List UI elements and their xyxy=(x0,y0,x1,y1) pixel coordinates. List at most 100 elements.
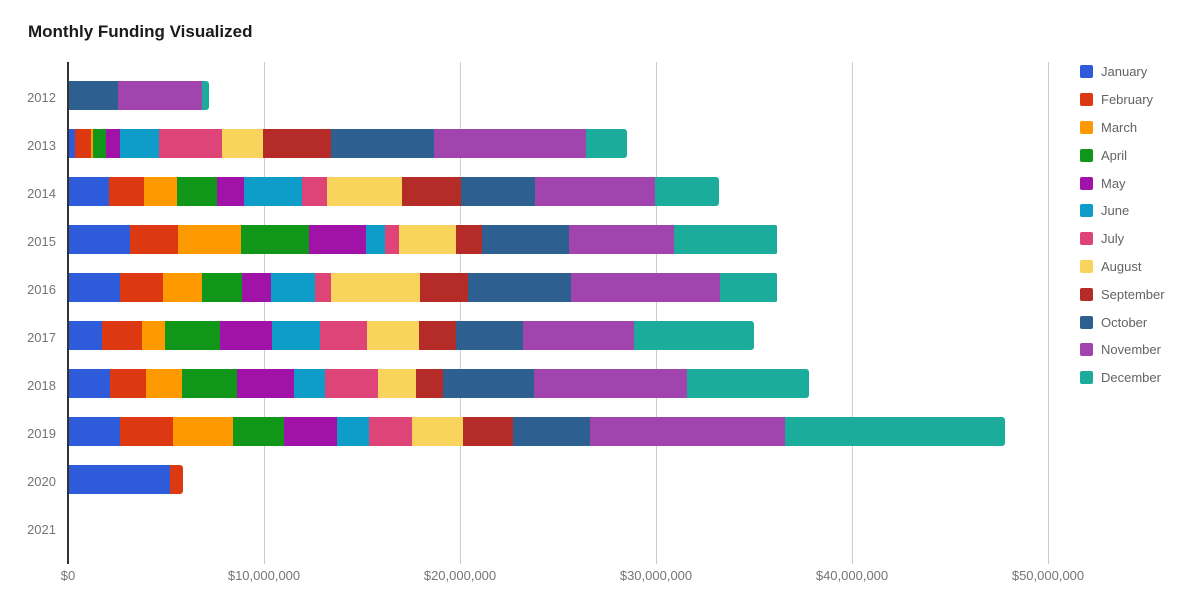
bar-2016[interactable] xyxy=(69,273,778,302)
bar-segment-2013-april[interactable] xyxy=(93,129,107,158)
bar-segment-2017-march[interactable] xyxy=(142,321,166,350)
bar-segment-2016-september[interactable] xyxy=(419,273,468,302)
bar-segment-2018-august[interactable] xyxy=(377,369,416,398)
bar-segment-2017-january[interactable] xyxy=(69,321,103,350)
bar-segment-2016-march[interactable] xyxy=(163,273,203,302)
bar-segment-2014-december[interactable] xyxy=(654,177,719,206)
bar-segment-2014-august[interactable] xyxy=(326,177,403,206)
bar-segment-2012-december[interactable] xyxy=(202,81,210,110)
bar-segment-2019-september[interactable] xyxy=(462,417,513,446)
bar-segment-2019-april[interactable] xyxy=(232,417,284,446)
bar-segment-2015-november[interactable] xyxy=(568,225,674,254)
bar-segment-2016-july[interactable] xyxy=(314,273,331,302)
bar-segment-2015-february[interactable] xyxy=(129,225,178,254)
bar-segment-2019-june[interactable] xyxy=(337,417,369,446)
bar-segment-2020-january[interactable] xyxy=(69,465,170,494)
bar-segment-2018-april[interactable] xyxy=(181,369,237,398)
bar-segment-2018-january[interactable] xyxy=(69,369,111,398)
bar-segment-2019-october[interactable] xyxy=(512,417,591,446)
bar-segment-2016-january[interactable] xyxy=(69,273,120,302)
bar-segment-2013-june[interactable] xyxy=(119,129,160,158)
bar-segment-2018-october[interactable] xyxy=(443,369,535,398)
bar-segment-2019-july[interactable] xyxy=(368,417,412,446)
bar-segment-2014-january[interactable] xyxy=(69,177,110,206)
bar-segment-2016-november[interactable] xyxy=(570,273,720,302)
bar-segment-2015-april[interactable] xyxy=(241,225,310,254)
bar-segment-2019-august[interactable] xyxy=(411,417,463,446)
bar-segment-2015-august[interactable] xyxy=(399,225,457,254)
bar-segment-2017-december[interactable] xyxy=(634,321,754,350)
bar-segment-2019-may[interactable] xyxy=(283,417,338,446)
bar-segment-2016-august[interactable] xyxy=(330,273,420,302)
bar-segment-2015-december[interactable] xyxy=(673,225,778,254)
bar-2017[interactable] xyxy=(69,321,754,350)
bar-segment-2017-november[interactable] xyxy=(522,321,635,350)
bar-segment-2016-june[interactable] xyxy=(270,273,315,302)
bar-segment-2018-may[interactable] xyxy=(236,369,295,398)
bar-segment-2014-may[interactable] xyxy=(216,177,245,206)
bar-2019[interactable] xyxy=(69,417,1005,446)
bar-segment-2017-february[interactable] xyxy=(102,321,143,350)
bar-segment-2013-march[interactable] xyxy=(90,129,94,158)
bar-segment-2014-march[interactable] xyxy=(144,177,177,206)
bar-segment-2015-may[interactable] xyxy=(309,225,366,254)
bar-segment-2017-august[interactable] xyxy=(366,321,419,350)
bar-segment-2017-september[interactable] xyxy=(418,321,457,350)
bar-segment-2014-june[interactable] xyxy=(244,177,303,206)
bar-segment-2014-september[interactable] xyxy=(402,177,461,206)
bar-segment-2014-february[interactable] xyxy=(109,177,145,206)
bar-segment-2016-december[interactable] xyxy=(719,273,778,302)
bar-segment-2015-september[interactable] xyxy=(456,225,483,254)
bar-segment-2019-november[interactable] xyxy=(590,417,786,446)
bar-2015[interactable] xyxy=(69,225,778,254)
bar-2013[interactable] xyxy=(69,129,627,158)
bar-segment-2013-november[interactable] xyxy=(433,129,587,158)
bar-segment-2013-september[interactable] xyxy=(263,129,331,158)
bar-segment-2016-may[interactable] xyxy=(242,273,271,302)
bar-segment-2012-november[interactable] xyxy=(118,81,203,110)
bar-segment-2017-october[interactable] xyxy=(456,321,523,350)
bar-segment-2018-march[interactable] xyxy=(146,369,182,398)
bar-segment-2018-november[interactable] xyxy=(534,369,688,398)
bar-segment-2016-october[interactable] xyxy=(467,273,571,302)
bar-segment-2015-june[interactable] xyxy=(365,225,386,254)
bar-segment-2014-july[interactable] xyxy=(302,177,327,206)
bar-segment-2013-august[interactable] xyxy=(221,129,263,158)
bar-2020[interactable] xyxy=(69,465,183,494)
bar-segment-2018-july[interactable] xyxy=(324,369,378,398)
bar-segment-2017-may[interactable] xyxy=(219,321,272,350)
bar-segment-2015-july[interactable] xyxy=(385,225,400,254)
bar-segment-2014-april[interactable] xyxy=(176,177,217,206)
bar-segment-2013-may[interactable] xyxy=(106,129,120,158)
bar-segment-2018-february[interactable] xyxy=(110,369,147,398)
bar-segment-2013-february[interactable] xyxy=(74,129,91,158)
bar-segment-2013-october[interactable] xyxy=(330,129,434,158)
bar-segment-2014-november[interactable] xyxy=(535,177,655,206)
bar-segment-2017-june[interactable] xyxy=(271,321,320,350)
bar-segment-2013-january[interactable] xyxy=(69,129,75,158)
bar-segment-2013-july[interactable] xyxy=(159,129,222,158)
bar-segment-2016-february[interactable] xyxy=(119,273,164,302)
bar-segment-2012-october[interactable] xyxy=(69,81,118,110)
bar-segment-2015-january[interactable] xyxy=(69,225,130,254)
bar-segment-2013-december[interactable] xyxy=(586,129,627,158)
bar-segment-2019-february[interactable] xyxy=(119,417,173,446)
bar-segment-2019-december[interactable] xyxy=(785,417,1005,446)
bar-segment-2015-october[interactable] xyxy=(482,225,569,254)
bar-segment-2019-january[interactable] xyxy=(69,417,120,446)
bar-2012[interactable] xyxy=(69,81,210,110)
bar-segment-2017-april[interactable] xyxy=(165,321,220,350)
bar-segment-2019-march[interactable] xyxy=(172,417,233,446)
y-axis-label: 2015 xyxy=(27,234,56,249)
bar-segment-2014-october[interactable] xyxy=(460,177,536,206)
bar-2014[interactable] xyxy=(69,177,719,206)
bar-segment-2018-december[interactable] xyxy=(687,369,809,398)
legend-swatch-december xyxy=(1080,371,1093,385)
bar-segment-2018-september[interactable] xyxy=(415,369,444,398)
bar-segment-2015-march[interactable] xyxy=(177,225,242,254)
bar-segment-2016-april[interactable] xyxy=(202,273,243,302)
bar-2018[interactable] xyxy=(69,369,809,398)
bar-segment-2017-july[interactable] xyxy=(319,321,367,350)
bar-segment-2020-february[interactable] xyxy=(169,465,183,494)
bar-segment-2018-june[interactable] xyxy=(294,369,325,398)
